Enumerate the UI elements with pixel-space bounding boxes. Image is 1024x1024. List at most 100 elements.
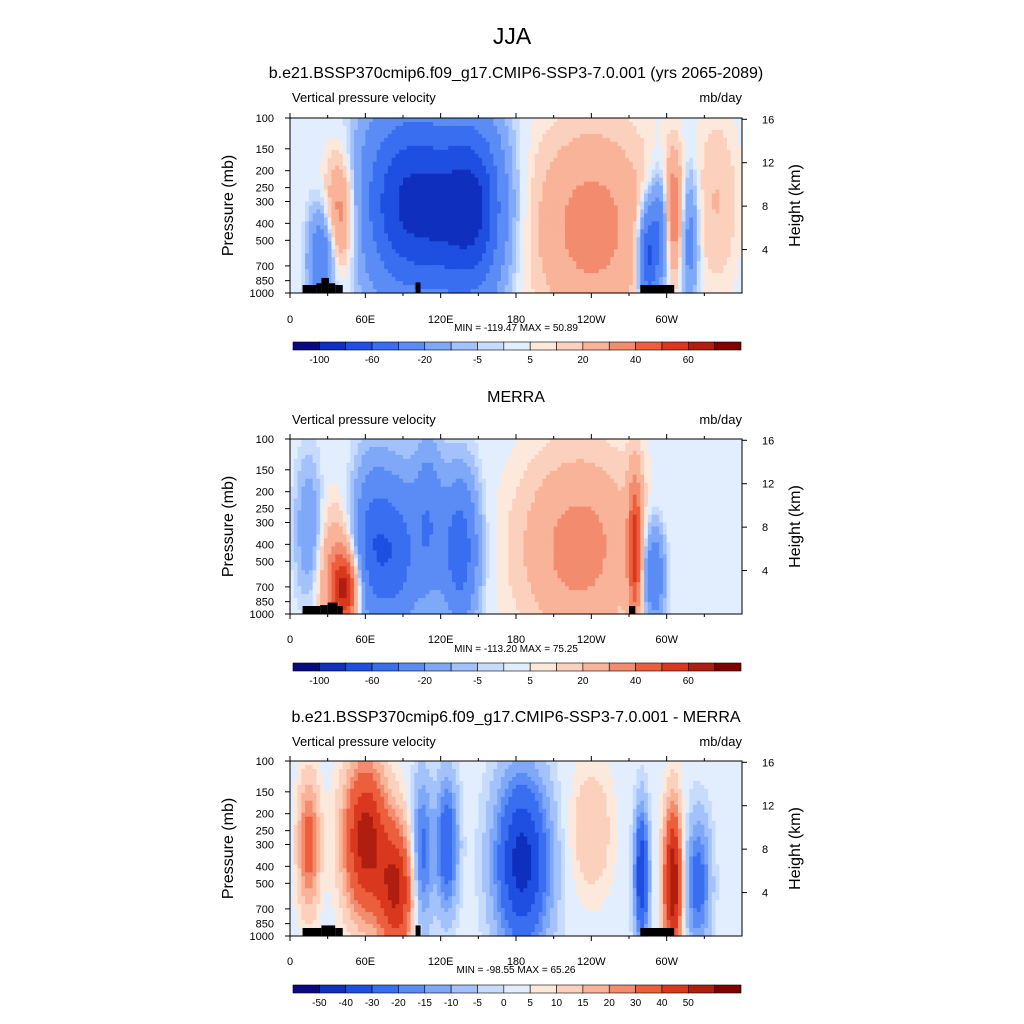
contour-cell	[323, 173, 329, 179]
contour-cell	[689, 121, 694, 127]
contour-cell	[549, 177, 555, 183]
contour-cell	[497, 173, 502, 179]
contour-cell	[331, 265, 336, 270]
contour-cell	[734, 118, 739, 123]
contour-cell	[504, 229, 510, 234]
contour-cell	[595, 237, 600, 242]
contour-cell	[331, 189, 336, 195]
contour-cell	[425, 181, 430, 187]
contour-cell	[451, 241, 457, 246]
contour-cell	[519, 193, 525, 199]
contour-cell	[572, 173, 577, 179]
contour-cell	[587, 253, 592, 258]
contour-cell	[640, 273, 645, 278]
contour-cell	[659, 189, 664, 195]
contour-cell	[723, 165, 728, 171]
contour-cell	[719, 165, 724, 171]
contour-cell	[290, 217, 295, 223]
contour-cell	[734, 225, 739, 230]
contour-cell	[399, 249, 404, 254]
contour-cell	[327, 261, 333, 266]
contour-cell	[534, 189, 540, 195]
contour-cell	[730, 161, 736, 167]
contour-cell	[553, 241, 559, 246]
contour-cell	[546, 173, 551, 179]
contour-cell	[444, 125, 449, 131]
contour-cell	[327, 153, 333, 159]
contour-cell	[293, 118, 299, 123]
contour-cell	[493, 213, 498, 219]
contour-cell	[595, 149, 600, 155]
contour-cell	[621, 161, 626, 167]
contour-cell	[738, 229, 743, 234]
contour-cell	[576, 225, 581, 230]
contour-cell	[312, 137, 317, 143]
contour-cell	[406, 273, 412, 278]
contour-cell	[399, 157, 404, 163]
contour-cell	[293, 129, 299, 135]
contour-cell	[500, 169, 506, 175]
contour-cell	[519, 277, 525, 282]
contour-cell	[369, 161, 374, 167]
contour-cell	[387, 193, 393, 199]
contour-cell	[467, 257, 472, 262]
contour-cell	[587, 173, 592, 179]
contour-cell	[606, 157, 611, 163]
contour-cell	[361, 205, 366, 211]
contour-cell	[387, 169, 393, 175]
contour-cell	[380, 209, 385, 215]
contour-cell	[380, 229, 385, 234]
contour-cell	[448, 261, 453, 266]
contour-cell	[331, 241, 336, 246]
contour-cell	[512, 225, 517, 230]
contour-cell	[572, 145, 577, 151]
contour-cell	[670, 153, 675, 159]
contour-cell	[290, 257, 295, 262]
contour-cell	[568, 165, 574, 171]
contour-cell	[655, 205, 660, 211]
contour-cell	[384, 209, 389, 215]
contour-cell	[561, 277, 566, 282]
contour-cell	[738, 153, 743, 159]
contour-cell	[629, 229, 634, 234]
contour-cell	[342, 118, 348, 123]
contour-cell	[689, 149, 694, 155]
contour-cell	[568, 173, 574, 179]
contour-cell	[433, 145, 438, 151]
contour-cell	[478, 121, 483, 127]
contour-cell	[606, 161, 611, 167]
contour-cell	[568, 221, 574, 226]
contour-cell	[644, 121, 649, 127]
contour-cell	[497, 145, 502, 151]
contour-cell	[493, 229, 498, 234]
contour-cell	[387, 118, 393, 123]
contour-cell	[549, 165, 555, 171]
contour-cell	[606, 245, 611, 250]
contour-cell	[380, 169, 385, 175]
contour-cell	[606, 213, 611, 219]
contour-cell	[606, 129, 611, 135]
contour-cell	[527, 181, 532, 187]
contour-cell	[308, 137, 314, 143]
contour-cell	[455, 217, 461, 223]
contour-cell	[455, 193, 461, 199]
contour-cell	[500, 141, 506, 147]
contour-cell	[489, 165, 494, 171]
contour-cell	[305, 189, 310, 195]
contour-cell	[568, 249, 574, 254]
contour-cell	[504, 193, 510, 199]
contour-cell	[636, 217, 641, 223]
contour-cell	[561, 205, 566, 211]
contour-cell	[376, 133, 381, 139]
contour-cell	[451, 261, 457, 266]
contour-cell	[598, 177, 604, 183]
contour-cell	[580, 205, 585, 211]
contour-cell	[433, 241, 438, 246]
contour-cell	[651, 221, 656, 226]
contour-cell	[738, 237, 743, 242]
contour-cell	[708, 149, 713, 155]
contour-cell	[380, 265, 385, 270]
contour-cell	[519, 181, 525, 187]
contour-cell	[335, 225, 340, 230]
contour-cell	[666, 149, 672, 155]
